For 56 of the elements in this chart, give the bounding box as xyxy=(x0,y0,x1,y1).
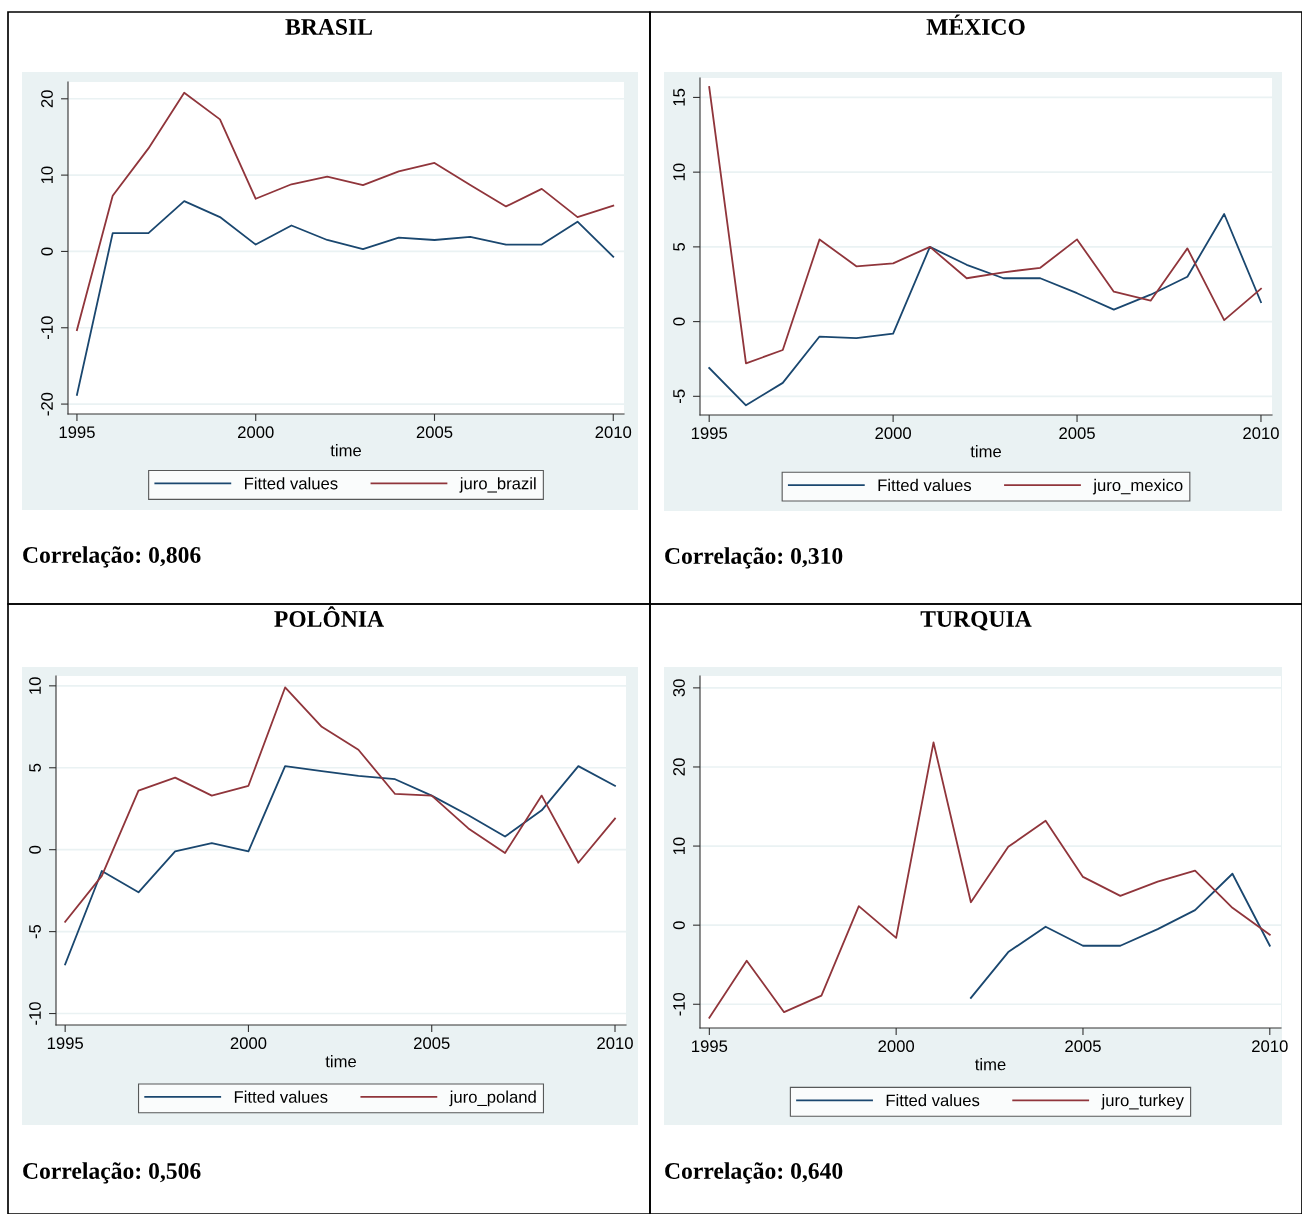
legend-label: juro_mexico xyxy=(1092,478,1183,495)
y-tick-label: 5 xyxy=(29,763,41,772)
x-tick-label: 2010 xyxy=(595,426,632,439)
x-tick-label: 2005 xyxy=(416,426,453,439)
y-tick-label: 5 xyxy=(673,242,685,251)
y-tick-label: -20 xyxy=(41,392,53,416)
y-tick-label: 10 xyxy=(41,166,53,184)
legend-label: Fitted values xyxy=(245,477,338,490)
chart-title: MÉXICO xyxy=(926,14,1025,35)
y-tick-label: 10 xyxy=(29,677,41,694)
y-tick-label: -10 xyxy=(673,992,685,1016)
text: Correlação: 0,640 xyxy=(665,1162,843,1184)
y-tick-label: -10 xyxy=(29,1002,41,1025)
chart-title: POLÔNIA xyxy=(274,606,384,627)
x-tick-label: 2010 xyxy=(597,1037,633,1050)
x-tick-label: 2005 xyxy=(1059,427,1095,440)
x-tick-label: 2000 xyxy=(875,427,912,440)
x-tick-label: 2010 xyxy=(1243,427,1279,440)
x-tick-label: 1995 xyxy=(692,1040,728,1053)
legend-label: juro_brazil xyxy=(459,477,536,493)
x-tick-label: 2005 xyxy=(1065,1040,1101,1053)
y-tick-label: 10 xyxy=(673,163,685,181)
text: Correlação: 0,310 xyxy=(665,547,843,569)
legend-label: Fitted values xyxy=(234,1090,328,1103)
y-tick-label: 15 xyxy=(673,88,685,106)
y-tick-label: 20 xyxy=(673,758,685,776)
legend-label: Fitted values xyxy=(886,1094,980,1107)
x-axis-title: time xyxy=(325,1055,356,1068)
y-tick-label: -5 xyxy=(29,924,41,939)
legend-label: Fitted values xyxy=(878,478,972,492)
x-tick-label: 1995 xyxy=(47,1037,84,1050)
y-tick-label: 0 xyxy=(41,247,53,256)
y-tick-label: 0 xyxy=(673,317,685,326)
y-tick-label: 30 xyxy=(673,679,685,697)
y-tick-label: -10 xyxy=(41,316,53,340)
x-axis-title: time xyxy=(970,445,1001,458)
chart-title: BRASIL xyxy=(285,19,372,35)
text: Correlação: 0,806 xyxy=(23,546,201,568)
x-tick-label: 1995 xyxy=(691,427,728,440)
x-axis-title: time xyxy=(330,444,361,457)
x-axis-title: time xyxy=(975,1058,1006,1071)
x-tick-label: 2000 xyxy=(878,1040,915,1053)
text: Correlação: 0,506 xyxy=(23,1162,201,1184)
y-tick-label: 20 xyxy=(41,90,53,108)
x-tick-label: 2000 xyxy=(230,1037,267,1050)
x-tick-label: 2010 xyxy=(1252,1040,1288,1053)
y-tick-label: 0 xyxy=(29,845,41,854)
legend-label: juro_turkey xyxy=(1101,1094,1184,1110)
y-tick-label: 10 xyxy=(673,837,685,855)
y-tick-label: 0 xyxy=(673,921,685,930)
y-tick-label: -5 xyxy=(673,389,685,403)
x-tick-label: 1995 xyxy=(59,426,95,439)
x-tick-label: 2005 xyxy=(414,1037,450,1050)
x-tick-label: 2000 xyxy=(238,426,274,439)
chart-title: TURQUIA xyxy=(920,611,1032,631)
legend-label: juro_poland xyxy=(449,1090,536,1107)
